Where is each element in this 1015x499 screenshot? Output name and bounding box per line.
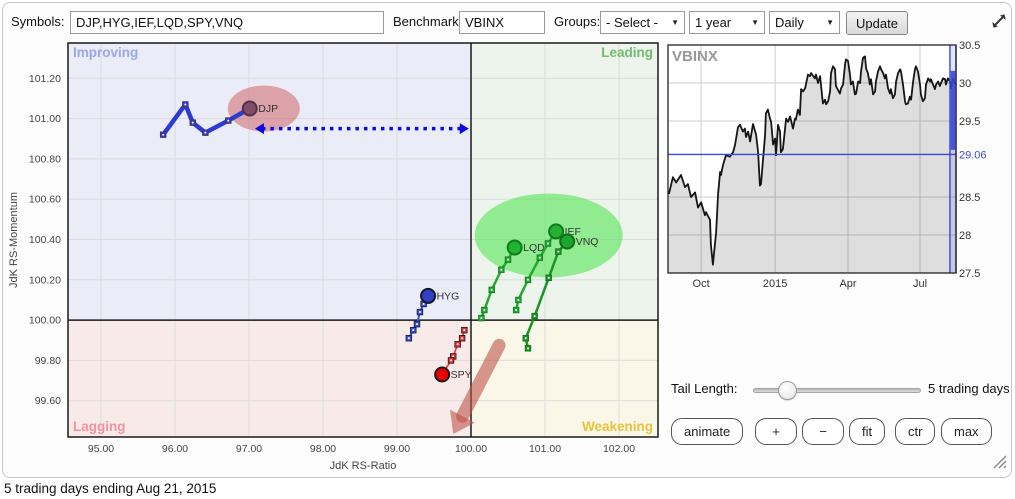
frequency-select-value: Daily xyxy=(775,15,804,30)
slider-track[interactable] xyxy=(753,388,921,393)
svg-text:Apr: Apr xyxy=(839,278,856,290)
rrg-label-VNQ: VNQ xyxy=(576,236,599,248)
price-area xyxy=(668,56,956,274)
rrg-dot-IEF xyxy=(548,223,565,240)
period-select-value: 1 year xyxy=(695,15,732,30)
svg-text:Oct: Oct xyxy=(693,278,710,290)
svg-text:99.00: 99.00 xyxy=(384,443,410,455)
main-panel: Symbols: Benchmark: Groups: - Select - ▼… xyxy=(2,2,1012,478)
leading-label: Leading xyxy=(601,45,653,60)
resize-handle[interactable] xyxy=(991,453,1007,469)
price-line xyxy=(668,55,956,266)
svg-text:30: 30 xyxy=(959,78,971,90)
fit-button[interactable]: fit xyxy=(849,418,886,445)
svg-text:100.20: 100.20 xyxy=(29,274,61,286)
zoom-out-button[interactable]: − xyxy=(802,418,844,445)
svg-text:100.80: 100.80 xyxy=(29,153,61,165)
svg-text:29.5: 29.5 xyxy=(959,116,980,128)
svg-text:30.5: 30.5 xyxy=(959,40,980,52)
svg-text:100.60: 100.60 xyxy=(29,194,61,206)
svg-text:98.00: 98.00 xyxy=(310,443,336,455)
tail-length-value: 5 trading days xyxy=(928,381,1010,396)
tail-length-label: Tail Length: xyxy=(671,381,738,396)
benchmark-input[interactable] xyxy=(459,11,545,34)
dropdown-arrow-icon: ▼ xyxy=(751,18,759,27)
rrg-series-LQD: LQD xyxy=(478,239,545,322)
rrg-series-HYG: HYG xyxy=(405,287,460,342)
quadrant-lagging xyxy=(68,320,472,437)
tail-window-band xyxy=(949,45,956,273)
benchmark-label: Benchmark: xyxy=(393,14,463,29)
price-chart[interactable]: VBINX 30.5 30 29.5 28.5 28 27.5 29.06 Oct 2015 Apr… xyxy=(663,3,1015,303)
weakening-label: Weakening xyxy=(582,419,653,434)
svg-text:97.00: 97.00 xyxy=(236,443,262,455)
quadrant-leading xyxy=(471,43,658,321)
benchmark-level-label: 29.06 xyxy=(959,149,987,161)
rrg-dot-SPY xyxy=(434,366,451,383)
svg-text:27.5: 27.5 xyxy=(959,268,980,280)
zoom-in-button[interactable]: + xyxy=(755,418,797,445)
rrg-dot-HYG xyxy=(420,287,437,304)
update-button[interactable]: Update xyxy=(846,11,908,35)
rrg-label-SPY: SPY xyxy=(451,369,472,381)
symbols-label: Symbols: xyxy=(11,14,65,29)
rrg-label-DJP: DJP xyxy=(258,103,278,115)
rrg-dot-DJP xyxy=(241,100,258,117)
rrg-label-LQD: LQD xyxy=(523,242,545,254)
highlight-ellipse-red xyxy=(227,85,300,132)
rrg-series-VNQ: VNQ xyxy=(522,233,599,352)
slider-thumb[interactable] xyxy=(778,381,797,400)
tail-length-slider[interactable] xyxy=(753,381,923,401)
status-text: 5 trading days ending Aug 21, 2015 xyxy=(4,481,217,496)
price-chart-title: VBINX xyxy=(672,48,718,65)
svg-text:100.00: 100.00 xyxy=(29,315,61,327)
svg-text:28: 28 xyxy=(959,230,971,242)
period-select[interactable]: 1 year ▼ xyxy=(689,11,765,34)
svg-text:101.00: 101.00 xyxy=(29,113,61,125)
svg-text:101.00: 101.00 xyxy=(529,443,561,455)
groups-select-value: - Select - xyxy=(606,15,659,30)
svg-text:99.60: 99.60 xyxy=(35,395,61,407)
y-axis-title: JdK RS-Momentum xyxy=(8,192,20,288)
lagging-label: Lagging xyxy=(73,419,126,434)
svg-text:2015: 2015 xyxy=(763,278,787,290)
rrg-series-DJP: DJP xyxy=(159,100,278,138)
highlight-ellipse-green xyxy=(474,193,623,278)
svg-text:100.40: 100.40 xyxy=(29,234,61,246)
svg-text:99.80: 99.80 xyxy=(35,355,61,367)
rrg-label-HYG: HYG xyxy=(437,290,460,302)
groups-select[interactable]: - Select - ▼ xyxy=(600,11,685,34)
dropdown-arrow-icon: ▼ xyxy=(826,18,834,27)
rrg-dot-LQD xyxy=(506,239,523,256)
svg-text:100.00: 100.00 xyxy=(455,443,487,455)
svg-text:101.20: 101.20 xyxy=(29,73,61,85)
quadrant-improving xyxy=(68,43,472,321)
rrg-dot-VNQ xyxy=(559,233,576,250)
frequency-select[interactable]: Daily ▼ xyxy=(769,11,840,34)
svg-text:28.5: 28.5 xyxy=(959,192,980,204)
animate-button[interactable]: animate xyxy=(671,418,744,445)
dropdown-arrow-icon: ▼ xyxy=(671,18,679,27)
x-axis-title: JdK RS-Ratio xyxy=(330,460,397,472)
svg-text:Jul: Jul xyxy=(913,278,927,290)
svg-text:102.00: 102.00 xyxy=(603,443,635,455)
svg-text:96.00: 96.00 xyxy=(162,443,188,455)
svg-text:95.00: 95.00 xyxy=(88,443,114,455)
max-button[interactable]: max xyxy=(941,418,992,445)
improving-label: Improving xyxy=(73,45,138,60)
red-arrow xyxy=(455,338,506,423)
expand-icon[interactable] xyxy=(989,11,1009,31)
rrg-series-SPY: SPY xyxy=(434,326,472,383)
ctr-button[interactable]: ctr xyxy=(895,418,936,445)
groups-label: Groups: xyxy=(554,14,601,29)
symbols-input[interactable] xyxy=(70,11,384,34)
